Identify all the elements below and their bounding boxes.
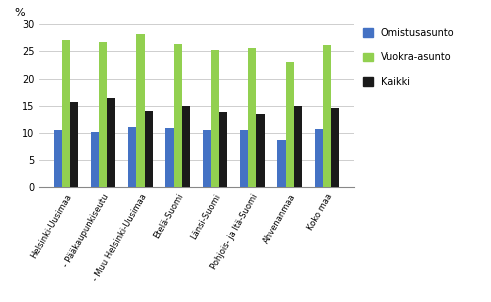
Bar xyxy=(248,47,256,187)
Bar xyxy=(203,130,211,187)
Bar xyxy=(219,112,227,187)
Bar xyxy=(331,108,339,187)
Bar xyxy=(286,62,294,187)
Bar xyxy=(128,127,136,187)
Bar xyxy=(54,130,62,187)
Bar xyxy=(136,34,144,187)
Bar xyxy=(165,128,174,187)
Bar xyxy=(211,50,219,187)
Bar xyxy=(70,102,78,187)
Bar xyxy=(99,42,107,187)
Bar xyxy=(91,132,99,187)
Legend: Omistusasunto, Vuokra-asunto, Kaikki: Omistusasunto, Vuokra-asunto, Kaikki xyxy=(361,26,457,89)
Bar xyxy=(315,129,323,187)
Bar xyxy=(240,130,248,187)
Bar xyxy=(107,98,115,187)
Bar xyxy=(294,106,302,187)
Bar xyxy=(323,45,331,187)
Bar xyxy=(277,140,286,187)
Bar xyxy=(256,114,265,187)
Bar xyxy=(174,44,182,187)
Bar xyxy=(62,40,70,187)
Bar xyxy=(182,106,190,187)
Text: %: % xyxy=(14,8,25,18)
Bar xyxy=(144,111,153,187)
